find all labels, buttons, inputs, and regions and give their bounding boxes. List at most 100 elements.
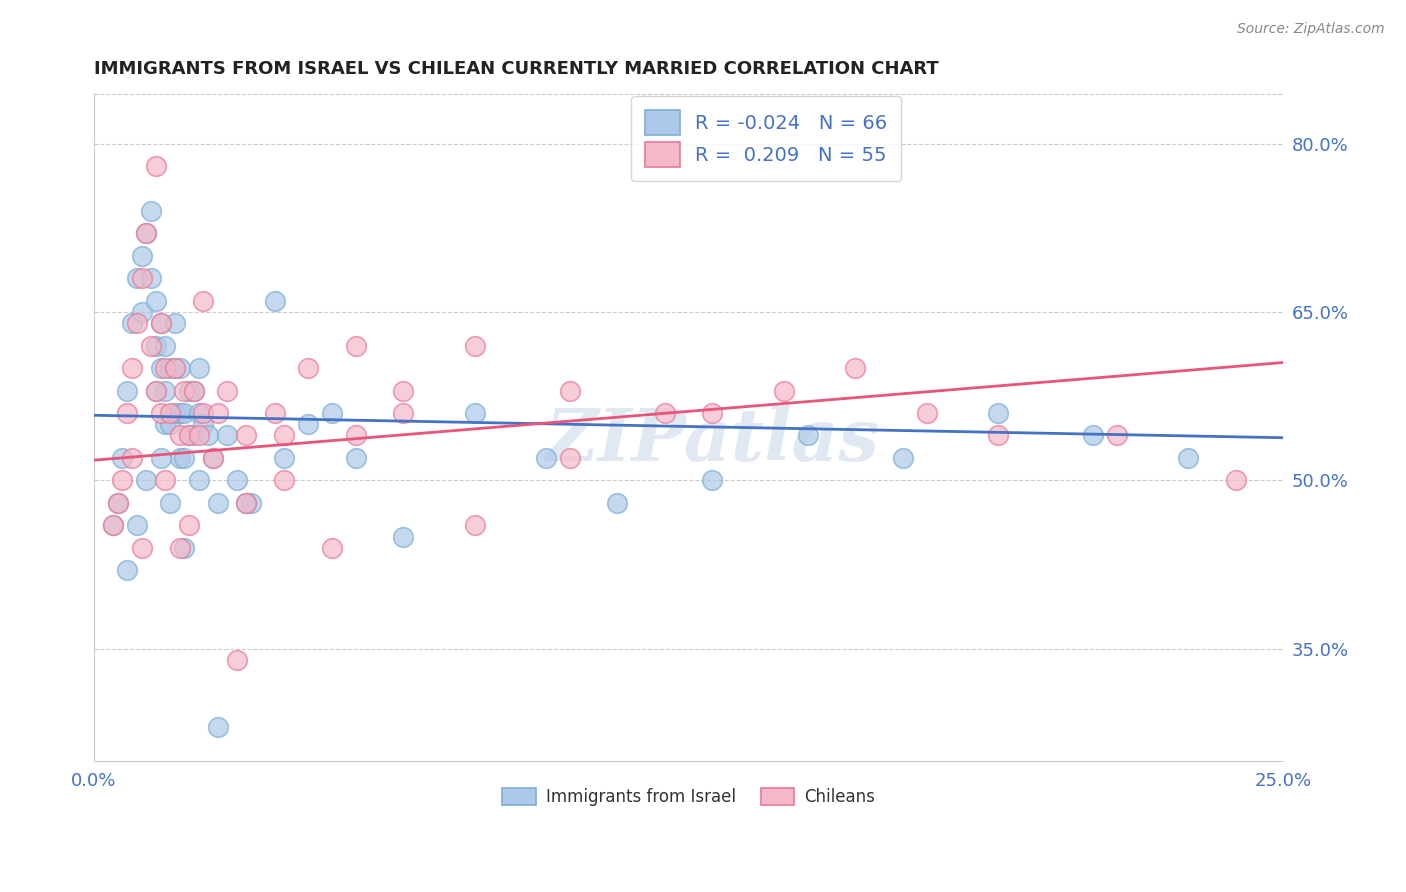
Point bbox=[155, 417, 177, 432]
Point bbox=[163, 361, 186, 376]
Point bbox=[187, 406, 209, 420]
Point bbox=[155, 384, 177, 398]
Point bbox=[135, 227, 157, 241]
Point bbox=[297, 361, 319, 376]
Point bbox=[139, 339, 162, 353]
Point bbox=[344, 428, 367, 442]
Point bbox=[297, 417, 319, 432]
Point bbox=[159, 361, 181, 376]
Point bbox=[197, 428, 219, 442]
Point bbox=[135, 227, 157, 241]
Point bbox=[201, 450, 224, 465]
Point bbox=[987, 406, 1010, 420]
Point bbox=[149, 316, 172, 330]
Point bbox=[891, 450, 914, 465]
Point bbox=[149, 316, 172, 330]
Point bbox=[464, 339, 486, 353]
Point bbox=[702, 474, 724, 488]
Point bbox=[235, 496, 257, 510]
Point bbox=[344, 339, 367, 353]
Point bbox=[177, 384, 200, 398]
Point bbox=[344, 450, 367, 465]
Point bbox=[125, 518, 148, 533]
Point bbox=[235, 428, 257, 442]
Point bbox=[107, 496, 129, 510]
Point bbox=[464, 518, 486, 533]
Text: ZIPatlas: ZIPatlas bbox=[546, 405, 880, 476]
Point bbox=[155, 339, 177, 353]
Point bbox=[149, 406, 172, 420]
Point bbox=[169, 428, 191, 442]
Point bbox=[915, 406, 938, 420]
Point bbox=[155, 361, 177, 376]
Point bbox=[173, 541, 195, 555]
Point bbox=[654, 406, 676, 420]
Point bbox=[107, 496, 129, 510]
Point bbox=[183, 428, 205, 442]
Point bbox=[173, 406, 195, 420]
Point bbox=[239, 496, 262, 510]
Point bbox=[125, 271, 148, 285]
Point bbox=[464, 406, 486, 420]
Point bbox=[159, 417, 181, 432]
Point bbox=[131, 271, 153, 285]
Point bbox=[273, 474, 295, 488]
Point bbox=[273, 428, 295, 442]
Point bbox=[392, 384, 415, 398]
Point bbox=[273, 450, 295, 465]
Text: Source: ZipAtlas.com: Source: ZipAtlas.com bbox=[1237, 22, 1385, 37]
Point bbox=[145, 159, 167, 173]
Point bbox=[121, 316, 143, 330]
Legend: Immigrants from Israel, Chileans: Immigrants from Israel, Chileans bbox=[496, 781, 882, 813]
Point bbox=[235, 496, 257, 510]
Point bbox=[225, 653, 247, 667]
Point bbox=[187, 474, 209, 488]
Point bbox=[392, 529, 415, 543]
Point bbox=[163, 406, 186, 420]
Point bbox=[1177, 450, 1199, 465]
Point bbox=[145, 293, 167, 308]
Point bbox=[263, 293, 285, 308]
Point bbox=[115, 563, 138, 577]
Point bbox=[115, 406, 138, 420]
Point bbox=[193, 417, 215, 432]
Point bbox=[207, 496, 229, 510]
Point bbox=[169, 450, 191, 465]
Point bbox=[131, 541, 153, 555]
Point bbox=[987, 428, 1010, 442]
Point bbox=[183, 384, 205, 398]
Point bbox=[149, 361, 172, 376]
Point bbox=[101, 518, 124, 533]
Point bbox=[139, 271, 162, 285]
Text: IMMIGRANTS FROM ISRAEL VS CHILEAN CURRENTLY MARRIED CORRELATION CHART: IMMIGRANTS FROM ISRAEL VS CHILEAN CURREN… bbox=[94, 60, 939, 78]
Point bbox=[101, 518, 124, 533]
Point bbox=[121, 450, 143, 465]
Point bbox=[321, 406, 343, 420]
Point bbox=[163, 361, 186, 376]
Point bbox=[217, 428, 239, 442]
Point bbox=[392, 406, 415, 420]
Point bbox=[145, 384, 167, 398]
Point bbox=[169, 406, 191, 420]
Point bbox=[131, 305, 153, 319]
Point bbox=[177, 428, 200, 442]
Point bbox=[207, 406, 229, 420]
Point bbox=[145, 339, 167, 353]
Point bbox=[1105, 428, 1128, 442]
Point bbox=[187, 428, 209, 442]
Point bbox=[772, 384, 794, 398]
Point bbox=[125, 316, 148, 330]
Point bbox=[169, 541, 191, 555]
Point bbox=[183, 384, 205, 398]
Point bbox=[111, 450, 134, 465]
Point bbox=[207, 720, 229, 734]
Point bbox=[173, 384, 195, 398]
Point bbox=[139, 203, 162, 218]
Point bbox=[159, 406, 181, 420]
Point bbox=[1225, 474, 1247, 488]
Point bbox=[135, 474, 157, 488]
Point bbox=[558, 450, 581, 465]
Point bbox=[844, 361, 866, 376]
Point bbox=[225, 474, 247, 488]
Point bbox=[796, 428, 818, 442]
